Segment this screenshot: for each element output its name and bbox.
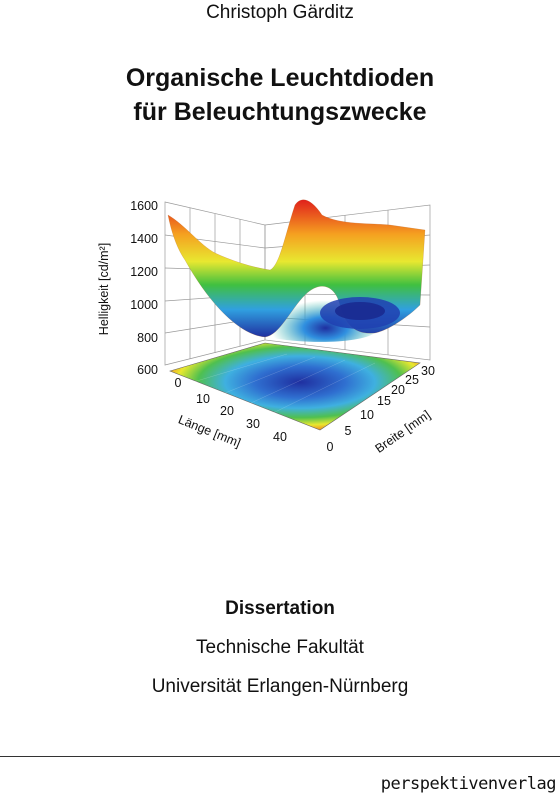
y-axis-label: Breite [mm] [373,408,433,456]
z-axis-label: Helligkeit [cd/m²] [97,243,111,335]
floor-contour-map [169,342,421,431]
dissertation-label: Dissertation [225,598,335,619]
floor-grid [189,353,376,418]
y-tick-label: 30 [421,364,435,378]
y-tick-label: 0 [327,440,334,454]
z-tick-label: 1200 [130,265,158,279]
surface-plot-svg: 1600 1400 1200 1000 800 600 Helligkeit [… [97,199,435,456]
footer-divider [0,756,560,757]
z-tick-label: 1000 [130,298,158,312]
title-line-1: Organische Leuchtdioden [125,64,435,92]
y-tick-label: 20 [391,383,405,397]
y-tick-label: 15 [377,394,391,408]
surface-plot: 1600 1400 1200 1000 800 600 Helligkeit [… [90,185,470,475]
z-tick-label: 1600 [130,199,158,213]
x-tick-label: 30 [246,417,260,431]
x-tick-label: 0 [175,376,182,390]
x-axis-label: Länge [mm] [176,412,242,450]
z-tick-label: 1400 [130,232,158,246]
y-tick-label: 10 [360,408,374,422]
x-tick-label: 40 [273,430,287,444]
z-tick-label: 800 [137,331,158,345]
y-tick-label: 5 [345,424,352,438]
author-name: Christoph Gärditz [206,2,354,23]
faculty-name: Technische Fakultät [196,637,364,658]
x-tick-label: 10 [196,392,210,406]
title-line-2: für Beleuchtungszwecke [133,98,427,126]
x-tick-label: 20 [220,404,234,418]
publisher-name: perspektivenverlag [380,774,557,794]
z-tick-label: 600 [137,363,158,377]
university-name: Universität Erlangen-Nürnberg [151,676,409,697]
y-tick-label: 25 [405,373,419,387]
